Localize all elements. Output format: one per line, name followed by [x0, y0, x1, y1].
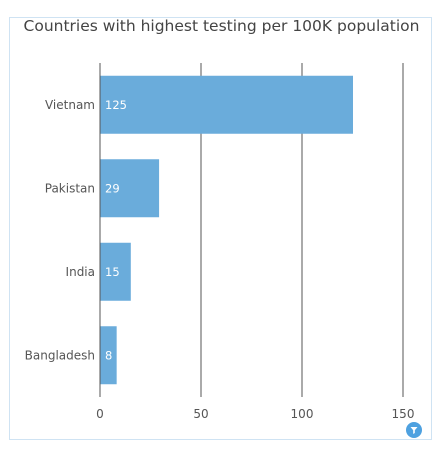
bar-india[interactable]: [100, 242, 131, 301]
value-label-vietnam: 125: [105, 98, 127, 112]
x-tick-label-0: 0: [96, 407, 104, 421]
category-label-bangladesh: Bangladesh: [25, 348, 95, 362]
value-label-pakistan: 29: [105, 181, 120, 195]
category-label-india: India: [66, 265, 95, 279]
bar-bangladesh[interactable]: [100, 326, 117, 385]
x-tick-label-3: 150: [392, 407, 415, 421]
grid-lines: [99, 63, 404, 397]
filter-icon: [410, 427, 418, 434]
category-label-vietnam: Vietnam: [45, 98, 95, 112]
value-label-india: 15: [105, 265, 120, 279]
x-tick-label-1: 50: [193, 407, 208, 421]
x-tick-label-2: 100: [291, 407, 314, 421]
bar-pakistan[interactable]: [100, 159, 160, 218]
chart-title: Countries with highest testing per 100K …: [23, 17, 420, 35]
filter-button[interactable]: [406, 422, 422, 438]
labels: 0 50 100 150 Vietnam 125 Pakistan 29 India 15 Bang…: [25, 98, 415, 421]
bars: [100, 75, 354, 385]
value-label-bangladesh: 8: [105, 348, 112, 362]
bar-vietnam[interactable]: [100, 75, 354, 134]
category-label-pakistan: Pakistan: [45, 181, 95, 195]
